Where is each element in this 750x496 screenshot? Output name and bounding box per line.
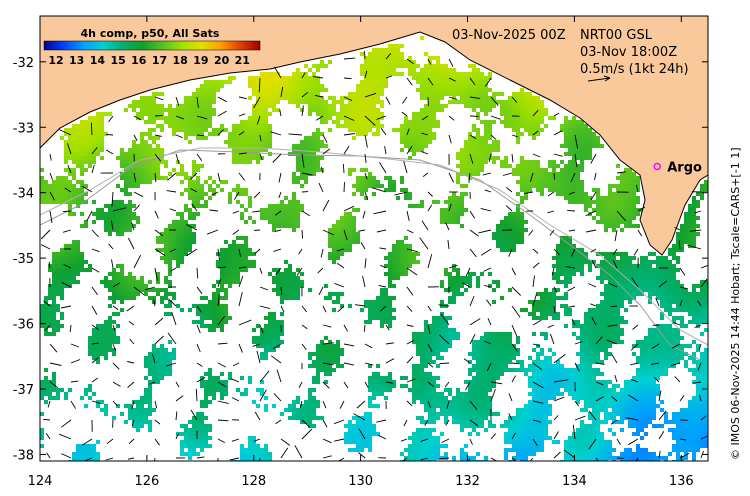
lon-tick-label: 136 bbox=[669, 474, 694, 489]
colorbar-label: 19 bbox=[193, 54, 208, 67]
lat-tick-label: -34 bbox=[13, 187, 34, 202]
map-panel: 124 126 128 130 132 134 136 -32 -33 -34 -35 -36 -37 -… bbox=[13, 15, 709, 489]
lat-tick-label: -33 bbox=[13, 121, 34, 136]
colorbar-label: 14 bbox=[90, 54, 106, 67]
argo-marker bbox=[653, 162, 661, 171]
lon-tick-label: 126 bbox=[134, 474, 159, 489]
scale-label: 0.5m/s (1kt 24h) bbox=[580, 62, 689, 77]
lon-tick-label: 124 bbox=[28, 474, 53, 489]
colorbar-strip bbox=[43, 40, 261, 51]
credit-text: © IMOS 06-Nov-2025 14:44 Hobart; Tscale=… bbox=[729, 148, 742, 460]
colorbar-title: 4h comp, p50, All Sats bbox=[81, 27, 220, 40]
colorbar-label: 21 bbox=[235, 54, 250, 67]
colorbar-label: 17 bbox=[152, 54, 167, 67]
lat-tick-label: -38 bbox=[13, 448, 34, 463]
colorbar-label: 18 bbox=[173, 54, 188, 67]
lon-tick-label: 130 bbox=[348, 474, 373, 489]
lon-tick-label: 132 bbox=[455, 474, 480, 489]
colorbar-label: 13 bbox=[69, 54, 84, 67]
shelf-isobath bbox=[40, 149, 701, 361]
axis-ticks: 124 126 128 130 132 134 136 -32 -33 -34 -35 -36 -37 -… bbox=[13, 16, 708, 489]
sst-pixels bbox=[40, 36, 708, 461]
lat-tick-label: -37 bbox=[13, 383, 34, 398]
colorbar-labels: 12 13 14 15 16 17 18 19 20 21 bbox=[48, 54, 250, 67]
colorbar-label: 16 bbox=[131, 54, 147, 67]
argo-float: Argo bbox=[653, 161, 702, 176]
lat-tick-label: -36 bbox=[13, 318, 34, 333]
time-label: 03-Nov 18:00Z bbox=[580, 45, 677, 60]
map-header: 03-Nov-2025 00Z NRT00 GSL 03-Nov 18:00Z … bbox=[452, 28, 689, 82]
lat-tick-label: -32 bbox=[13, 56, 34, 71]
scale-arrow bbox=[587, 75, 611, 82]
date-label: 03-Nov-2025 00Z bbox=[452, 28, 566, 43]
map-frame bbox=[39, 15, 709, 462]
colorbar-label: 12 bbox=[48, 54, 63, 67]
lon-tick-label: 134 bbox=[562, 474, 587, 489]
land-area bbox=[40, 16, 708, 256]
current-vectors bbox=[40, 51, 708, 461]
colorbar: 4h comp, p50, All Sats 12 13 14 15 16 17 18 19 2… bbox=[43, 27, 261, 67]
colorbar-label: 20 bbox=[214, 54, 230, 67]
colorbar-label: 15 bbox=[110, 54, 125, 67]
shelf-isobath-deep bbox=[40, 147, 708, 346]
lat-tick-label: -35 bbox=[13, 252, 34, 267]
lon-tick-label: 128 bbox=[241, 474, 266, 489]
product-label: NRT00 GSL bbox=[580, 28, 653, 43]
argo-label: Argo bbox=[667, 161, 702, 176]
